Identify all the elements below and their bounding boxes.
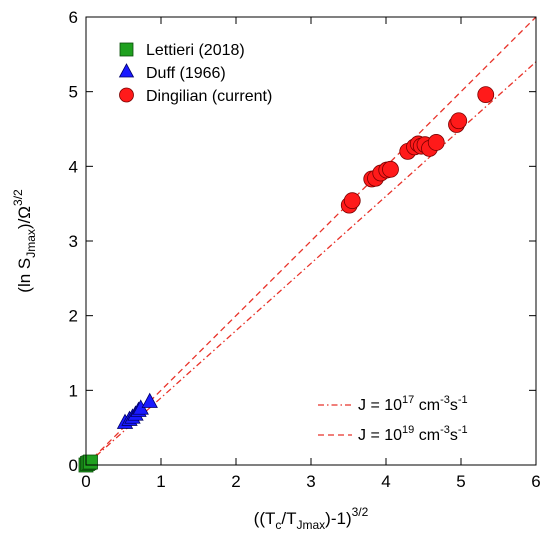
point-triangle-6 (141, 392, 158, 408)
x-tick-label-5: 5 (456, 472, 465, 491)
y-tick-label-5: 5 (69, 83, 78, 102)
axis-ticks: 0 1 2 3 4 5 6 0 1 2 3 4 5 6 (69, 8, 541, 491)
x-tick-label-0: 0 (81, 472, 90, 491)
x-tick-label-4: 4 (381, 472, 390, 491)
y-tick-label-3: 3 (69, 232, 78, 251)
legend-j17-sup2: -1 (458, 394, 468, 406)
y-axis-title-mid: )/Ω (15, 206, 34, 229)
legend-j19-mid: s (450, 427, 458, 444)
x-axis-title-mid: /T (281, 509, 296, 528)
point-circle-16 (477, 86, 495, 104)
x-tick-label-2: 2 (231, 472, 240, 491)
point-circle-13 (427, 134, 445, 151)
y-tick-label-2: 2 (69, 307, 78, 326)
legend-marker-duff (118, 63, 135, 78)
legend-label-duff: Duff (1966) (146, 65, 226, 82)
y-tick-label-0: 0 (69, 456, 78, 475)
legend-marker-lettieri (119, 42, 134, 57)
x-axis-title-sub2: Jmax (297, 518, 326, 532)
x-axis-title: ((Tc/TJmax)-1)3/2 (254, 505, 369, 532)
x-axis-title-post: )-1) (325, 509, 351, 528)
legend-marker-dingilian (119, 87, 134, 103)
legend-j17-mid: s (450, 397, 458, 414)
point-circle-6 (382, 160, 399, 178)
legend-j17-sup1: -3 (440, 394, 450, 406)
point-circle-15 (450, 112, 468, 130)
legend-series: Lettieri (2018) Duff (1966) Dingilian (c… (118, 42, 272, 105)
legend-j17-exp: 17 (402, 394, 414, 406)
x-axis-title-sup: 3/2 (352, 505, 369, 519)
legend-j19-sup1: -3 (440, 424, 450, 436)
legend-j17-post: cm (414, 397, 440, 414)
x-tick-label-6: 6 (531, 472, 540, 491)
legend-j19-sup2: -1 (458, 424, 468, 436)
legend-j19-exp: 19 (402, 424, 414, 436)
legend-label-j17: J = 1017 cm-3s-1 (358, 394, 468, 414)
legend-j19-post: cm (414, 427, 440, 444)
y-tick-label-4: 4 (69, 157, 78, 176)
x-tick-label-1: 1 (156, 472, 165, 491)
legend-label-j19: J = 1019 cm-3s-1 (358, 424, 468, 444)
legend-j19-pre: J = 10 (358, 427, 402, 444)
legend-fits: J = 1017 cm-3s-1 J = 1019 cm-3s-1 (318, 394, 468, 444)
legend-j17-pre: J = 10 (358, 397, 402, 414)
point-circle-1 (343, 192, 361, 210)
y-tick-label-6: 6 (69, 8, 78, 27)
y-tick-label-1: 1 (69, 381, 78, 400)
legend-label-dingilian: Dingilian (current) (146, 88, 272, 105)
data-points (78, 86, 495, 473)
legend-label-lettieri: Lettieri (2018) (146, 42, 245, 59)
fit-line-dashed (85, 16, 537, 466)
point-square-3 (83, 454, 98, 470)
y-axis-title-sup: 3/2 (11, 189, 25, 206)
y-axis-title-pre: (ln S (15, 258, 34, 293)
fit-lines (85, 16, 537, 466)
x-tick-label-3: 3 (306, 472, 315, 491)
y-axis-title: (ln SJmax)/Ω3/2 (11, 189, 38, 293)
x-axis-title-pre: ((T (254, 509, 276, 528)
x-axis-title-sub1: c (275, 518, 281, 532)
y-axis-title-sub: Jmax (24, 229, 38, 258)
